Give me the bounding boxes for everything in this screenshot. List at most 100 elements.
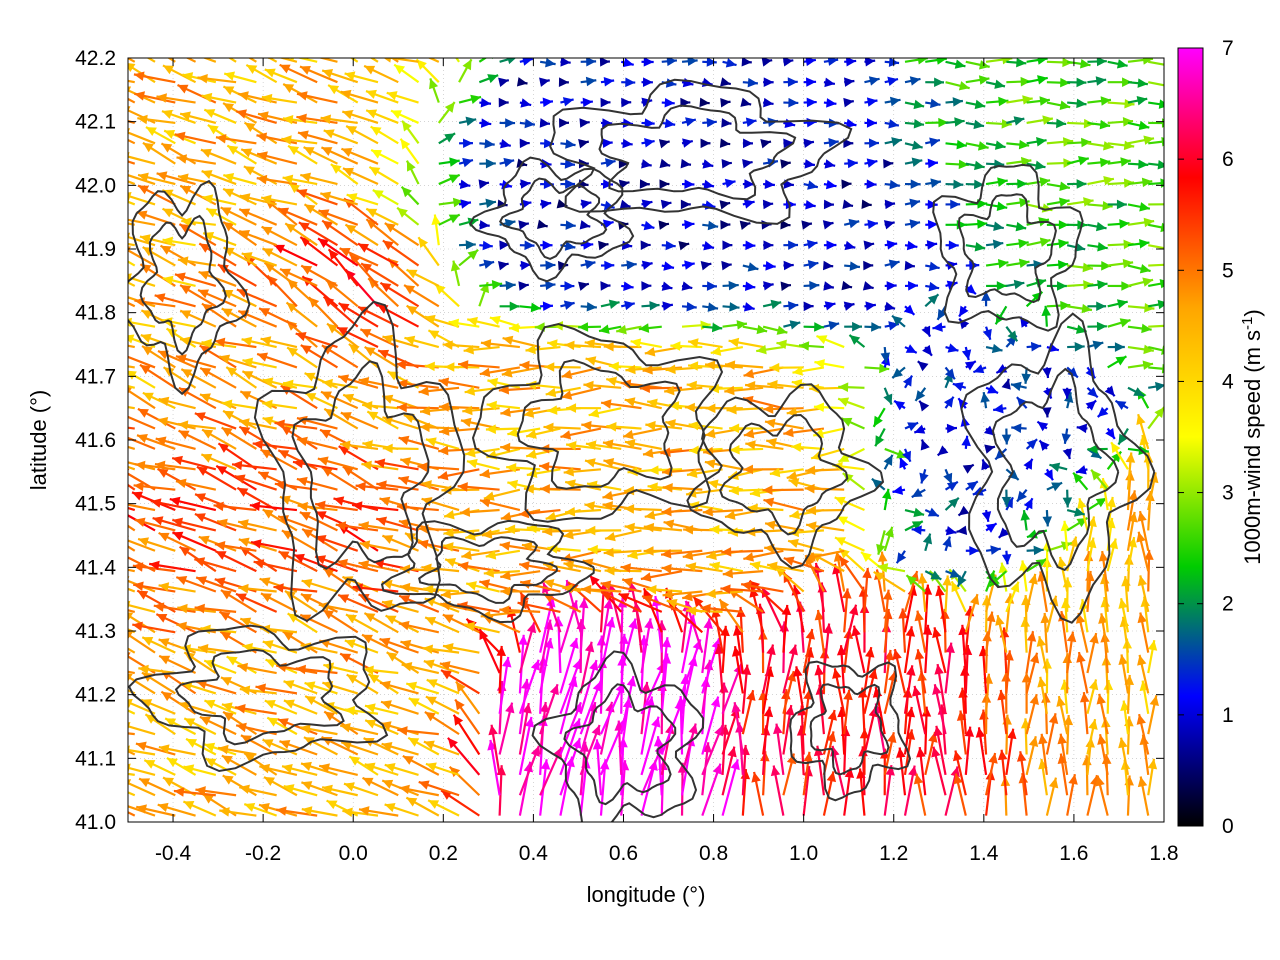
wind-arrow-head — [964, 726, 975, 737]
wind-arrow-head — [215, 551, 227, 560]
wind-arrow-head — [1137, 654, 1147, 666]
contour-line — [960, 312, 1156, 624]
wind-arrow-head — [882, 488, 892, 500]
wind-arrow-head — [724, 510, 736, 520]
wind-arrow-head — [988, 753, 998, 764]
wind-arrow-head — [883, 220, 895, 230]
wind-arrow-head — [838, 453, 850, 462]
wind-arrow-head — [579, 220, 591, 230]
wind-arrow-head — [909, 219, 921, 229]
wind-arrow-shaft — [559, 676, 577, 735]
wind-arrow-head — [1137, 78, 1148, 88]
wind-arrow-head — [804, 483, 815, 494]
wind-arrow-head — [485, 424, 496, 434]
wind-arrow-head — [954, 59, 966, 69]
wind-arrow-head — [700, 603, 711, 614]
wind-arrow-head — [183, 801, 195, 810]
wind-arrow-head — [1096, 58, 1107, 67]
colorbar — [1177, 47, 1204, 827]
wind-arrow-head — [744, 179, 755, 189]
wind-arrow-head — [317, 456, 329, 466]
wind-arrow-head — [337, 558, 348, 569]
wind-arrow-head — [819, 648, 830, 659]
wind-arrow-head — [601, 592, 613, 601]
wind-arrow-head — [566, 403, 577, 413]
wind-arrow-head — [161, 691, 173, 702]
wind-arrow-head — [1076, 652, 1086, 663]
wind-arrow-head — [788, 644, 798, 656]
wind-arrow-head — [1042, 115, 1053, 125]
wind-arrow-head — [133, 481, 144, 492]
y-tick-label: 41.0 — [75, 811, 116, 834]
wind-arrow-shaft — [278, 58, 298, 63]
wind-arrow-head — [450, 260, 461, 272]
x-tick-label: -0.4 — [155, 842, 192, 865]
wind-arrow-head — [1141, 177, 1153, 188]
wind-arrow-head — [622, 58, 634, 68]
contour-line — [991, 367, 1120, 572]
wind-arrow-head — [132, 562, 144, 572]
wind-arrow-head — [1142, 277, 1154, 287]
wind-arrow-head — [642, 448, 654, 458]
wind-arrow-head — [1122, 117, 1134, 127]
wind-arrow-head — [1141, 323, 1152, 334]
wind-arrow-head — [315, 500, 326, 511]
wind-arrow-head — [223, 103, 235, 113]
wind-arrow-head — [563, 466, 574, 477]
wind-arrow-head — [262, 509, 274, 519]
wind-arrow-head — [486, 400, 497, 411]
wind-arrow-head — [362, 401, 373, 411]
wind-arrow-head — [871, 478, 883, 489]
wind-arrow-head — [326, 280, 337, 291]
wind-arrow-head — [1023, 498, 1033, 510]
wind-arrow-head — [892, 367, 903, 378]
wind-arrow-head — [887, 76, 899, 87]
wind-arrow-head — [813, 428, 824, 439]
wind-arrow-head — [1123, 140, 1135, 151]
wind-arrow-head — [323, 129, 335, 139]
wind-arrow-head — [157, 417, 169, 427]
wind-arrow-head — [721, 118, 732, 128]
wind-arrow-head — [518, 281, 529, 291]
wind-arrow-head — [710, 696, 721, 708]
wind-arrow-head — [626, 260, 637, 270]
wind-arrow-head — [319, 763, 330, 773]
wind-arrow-head — [589, 660, 599, 671]
wind-arrow-head — [198, 535, 210, 545]
wind-arrow-head — [745, 380, 756, 391]
wind-arrow-head — [382, 240, 394, 251]
wind-arrow-head — [756, 344, 767, 355]
wind-arrow-head — [930, 178, 941, 188]
wind-arrow-head — [500, 442, 511, 453]
wind-arrow-head — [563, 300, 575, 310]
wind-arrow-head — [226, 656, 238, 666]
wind-arrow-head — [361, 263, 373, 273]
wind-arrow-head — [804, 159, 815, 169]
wind-arrow-head — [586, 58, 597, 67]
wind-arrow-head — [278, 551, 290, 561]
wind-arrow-head — [216, 465, 228, 476]
wind-arrow-head — [706, 281, 717, 291]
wind-arrow-head — [769, 362, 780, 373]
wind-arrow-head — [952, 97, 963, 107]
wind-arrow-head — [767, 380, 778, 390]
wind-arrow-head — [243, 166, 255, 176]
wind-arrow-head — [889, 179, 900, 190]
wind-arrow-head — [358, 560, 370, 570]
wind-arrow-head — [1073, 472, 1084, 484]
wind-arrow-head — [564, 506, 576, 517]
wind-arrow-head — [199, 345, 211, 355]
y-tick-label: 42.1 — [75, 111, 116, 134]
wind-arrow-head — [479, 468, 491, 479]
wind-arrow-head — [408, 698, 420, 707]
wind-arrow-head — [661, 281, 673, 291]
wind-arrow-head — [726, 404, 737, 415]
wind-arrow-head — [871, 322, 882, 332]
wind-arrow-head — [907, 422, 919, 432]
wind-arrow-head — [159, 655, 171, 665]
wind-arrow-head — [297, 436, 308, 447]
wind-arrow-head — [447, 737, 458, 749]
wind-arrow-head — [749, 487, 761, 498]
wind-arrow-head — [424, 314, 436, 325]
wind-arrow-head — [315, 511, 327, 520]
